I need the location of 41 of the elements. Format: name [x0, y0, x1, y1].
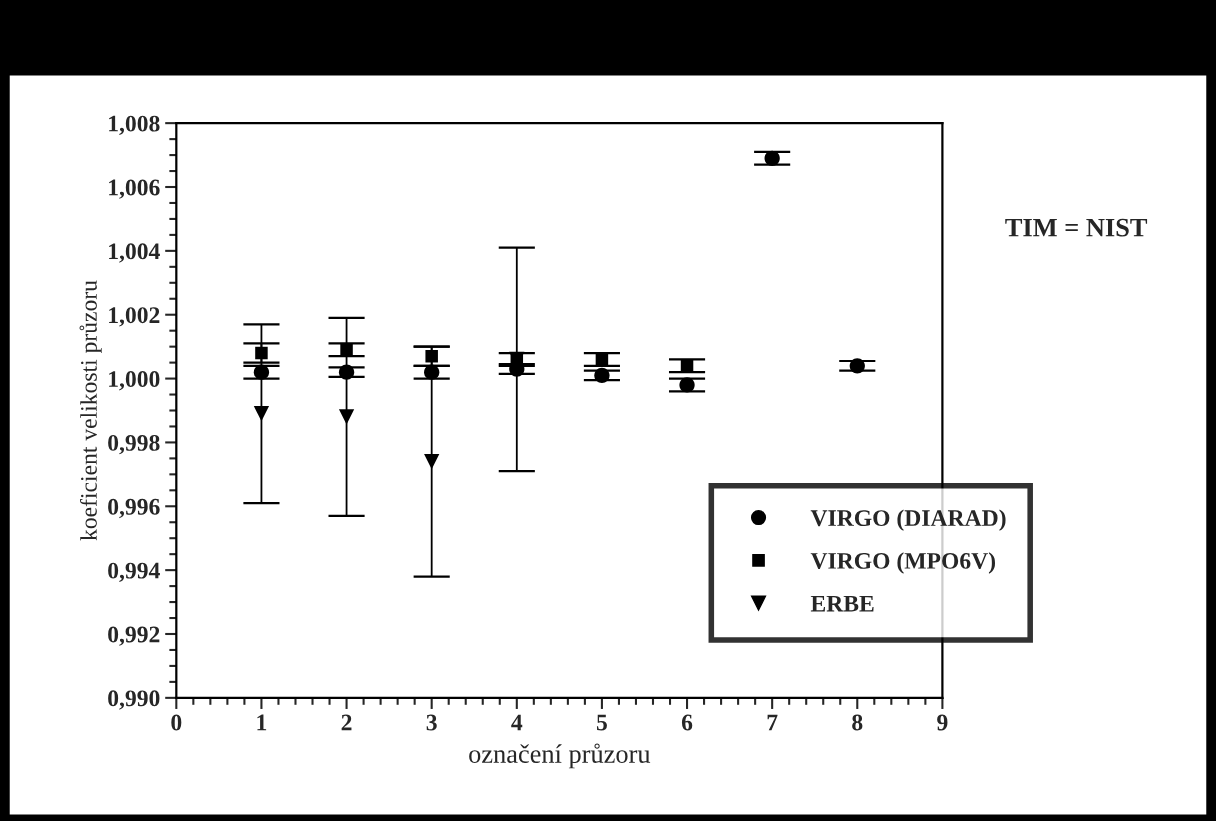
y-tick-label: 1,006 [109, 179, 160, 199]
y-tick-label: 1,004 [109, 243, 160, 263]
point [680, 359, 694, 373]
y-axis-title: koeficient velikosti průzoru [79, 280, 102, 541]
x-tick-label: 4 [511, 714, 523, 731]
legend-label: VIRGO (DIARAD) [810, 509, 1006, 531]
point [594, 367, 610, 384]
x-tick-label: 3 [426, 714, 437, 731]
y-tick-label: 0,992 [108, 626, 160, 646]
y-tick-label: 1,000 [109, 371, 160, 391]
y-tick-label: 0,990 [108, 690, 160, 710]
point [425, 349, 438, 363]
y-tick-label: 0,994 [108, 562, 160, 582]
y-tick-label: 1,002 [109, 307, 160, 327]
point [679, 377, 695, 393]
x-tick-label: 2 [341, 714, 352, 731]
x-tick-label: 0 [171, 714, 182, 731]
point [255, 346, 268, 360]
x-axis-title: označení průzoru [469, 743, 651, 769]
legend-label: ERBE [810, 595, 874, 612]
point [253, 364, 270, 380]
x-tick-label: 7 [767, 714, 778, 731]
point [595, 353, 609, 366]
point [849, 358, 865, 374]
y-tick-label: 0,996 [108, 498, 160, 519]
x-tick-label: 9 [937, 714, 948, 731]
y-tick-label: 0,998 [108, 434, 160, 455]
x-tick-label: 6 [681, 714, 693, 731]
y-tick-label: 1,008 [109, 115, 160, 135]
x-tick-label: 5 [596, 714, 607, 731]
x-tick-label: 1 [257, 714, 267, 731]
point [340, 343, 353, 357]
x-tick-label: 8 [852, 714, 863, 731]
point [764, 150, 780, 166]
point [424, 453, 440, 470]
legend-label: VIRGO (MPO6V) [810, 552, 996, 574]
text: TIM = NIST [1005, 218, 1148, 237]
point [338, 364, 355, 380]
point [338, 409, 355, 425]
point [253, 406, 270, 422]
point [424, 364, 440, 380]
